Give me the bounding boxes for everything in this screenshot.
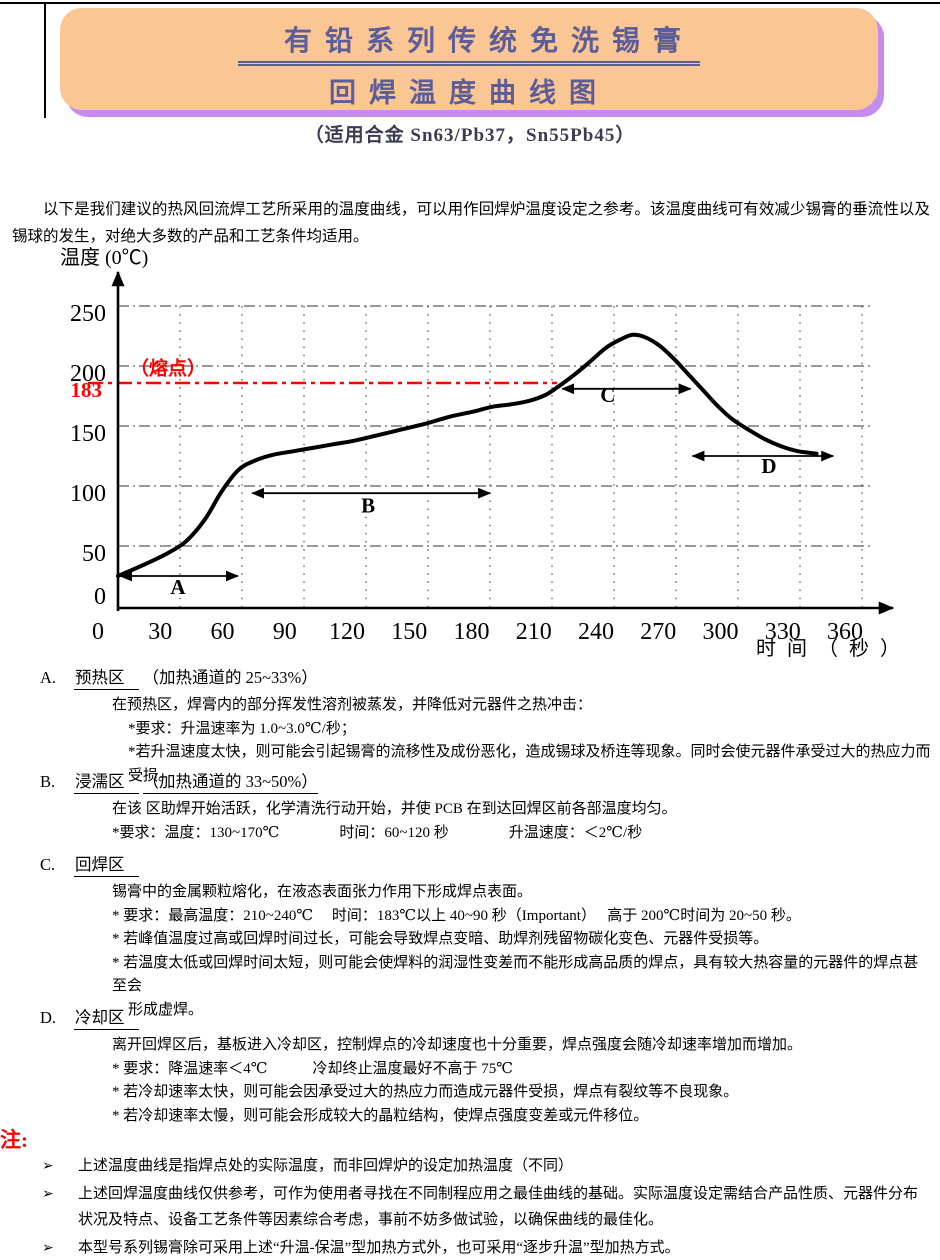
- x-tick-label: 60: [211, 619, 235, 645]
- melting-point-annotation: （熔点）: [130, 357, 206, 380]
- note-text: 本型号系列锡膏除可采用上述“升温-保温”型加热方式外，也可采用“逐步升温”型加热…: [78, 1240, 680, 1256]
- x-tick-label: 150: [391, 619, 427, 645]
- section-A-label: A.: [40, 668, 57, 687]
- section-A-suffix: （加热通道的 25~33%）: [142, 668, 318, 687]
- section-D-header: D. 冷却区: [0, 1004, 932, 1034]
- x-tick-label: 360: [827, 619, 863, 645]
- notes-label: 注:: [0, 1128, 28, 1152]
- note-text: 上述温度曲线是指焊点处的实际温度，而非回焊炉的设定加热温度（不同）: [78, 1158, 574, 1174]
- y-tick-label: 150: [70, 421, 106, 447]
- section-C-label: C.: [40, 855, 56, 874]
- y-tick-label: 100: [70, 481, 106, 507]
- section-C-body-line: 形成虚焊。: [128, 1001, 204, 1018]
- x-axis-title: 时 间 （ 秒 ）: [756, 637, 903, 660]
- x-tick-label: 30: [148, 619, 172, 645]
- section-B-header: B. 浸濡区 （加热通道的 33~50%）: [0, 768, 932, 798]
- title-underline-group: 有铅系列传统免洗锡膏: [237, 19, 701, 66]
- document-title-line1: 有铅系列传统免洗锡膏: [60, 19, 878, 66]
- section-C-body-line: 锡膏中的金属颗粒熔化，在液态表面张力作用下形成焊点表面。: [112, 884, 533, 900]
- section-A-body-line: *若升温速度太快，则可能会引起锡膏的流移性及成份恶化，造成锡球及桥连等现象。同时…: [128, 744, 931, 784]
- section-D-body-line: * 要求：降温速率＜4℃ 冷却终止温度最好不高于 75℃: [112, 1060, 514, 1077]
- section-D-label: D.: [40, 1008, 57, 1027]
- section-C-body-line: * 要求：最高温度：210~240℃ 时间：183℃以上 40~90 秒（Imp…: [112, 907, 801, 924]
- reflow-temperature-chart: A B C D 250 200 150 100 50 0 183 （熔点） 0 30 60 90 120 150 1…: [60, 246, 903, 660]
- title-banner: 有铅系列传统免洗锡膏 回焊温度曲线图: [60, 8, 878, 110]
- y-tick-label: 200: [70, 361, 106, 387]
- note-text: 上述回焊温度曲线仅供参考，可作为使用者寻找在不同制程应用之最佳曲线的基础。实际温…: [78, 1186, 919, 1228]
- x-tick-label: 300: [703, 619, 739, 645]
- note-bullet-arrow-icon: ➢: [42, 1186, 54, 1202]
- section-D-body-line: 离开回焊区后，基板进入冷却区，控制焊点的冷却速度也十分重要，焊点强度会随冷却速率…: [112, 1037, 803, 1053]
- section-A-body-line: 在预热区，焊膏内的部分挥发性溶剂被蒸发，并降低对元器件之热冲击：: [112, 697, 593, 713]
- alloy-subtitle: （适用合金 Sn63/Pb37，Sn55Pb45）: [304, 125, 636, 146]
- x-tick-label: 240: [578, 619, 614, 645]
- section-A-header: A. 预热区 （加热通道的 25~33%）: [0, 664, 932, 694]
- section-B-body-line: 在该 区助焊开始活跃，化学清洗行动开始，并使 PCB 在到达回焊区前各部温度均匀…: [112, 801, 677, 817]
- section-B: B. 浸濡区 （加热通道的 33~50%） 在该 区助焊开始活跃，化学清洗行动开始，…: [0, 768, 932, 845]
- x-tick-label: 330: [765, 619, 801, 645]
- section-C-header: C. 回焊区: [0, 851, 932, 881]
- section-A: A. 预热区 （加热通道的 25~33%） 在预热区，焊膏内的部分挥发性溶剂被蒸发，…: [0, 664, 932, 788]
- x-tick-label: 90: [273, 619, 297, 645]
- page-left-rule: [44, 2, 46, 118]
- section-C-lines: 锡膏中的金属颗粒熔化，在液态表面张力作用下形成焊点表面。 * 要求：最高温度：21…: [0, 881, 932, 1022]
- section-D-lines: 离开回焊区后，基板进入冷却区，控制焊点的冷却速度也十分重要，焊点强度会随冷却速率…: [0, 1034, 932, 1128]
- notes-section: 注: ➢ 上述温度曲线是指焊点处的实际温度，而非回焊炉的设定加热温度（不同） ➢ 上述…: [0, 1124, 932, 1260]
- x-tick-label: 0: [92, 619, 104, 645]
- page-top-rule: [0, 2, 940, 4]
- x-tick-label: 180: [454, 619, 490, 645]
- y-tick-label: 50: [82, 541, 106, 567]
- section-D: D. 冷却区 离开回焊区后，基板进入冷却区，控制焊点的冷却速度也十分重要，焊点强度…: [0, 1004, 932, 1128]
- zone-A-label: A: [170, 575, 186, 599]
- section-B-label: B.: [40, 772, 56, 791]
- zone-D-label: D: [761, 454, 776, 478]
- melting-point-value: 183: [71, 378, 103, 402]
- temperature-curve: [116, 332, 819, 578]
- note-bullet-arrow-icon: ➢: [42, 1240, 54, 1256]
- section-A-title: 预热区: [74, 668, 139, 690]
- document-title-line2: 回焊温度曲线图: [329, 78, 609, 108]
- y-axis-title: 温度 (0℃): [60, 246, 148, 269]
- section-C: C. 回焊区 锡膏中的金属颗粒熔化，在液态表面张力作用下形成焊点表面。 * 要求：最…: [0, 851, 932, 1022]
- intro-paragraph: 以下是我们建议的热风回流焊工艺所采用的温度曲线，可以用作回焊炉温度设定之参考。该…: [12, 201, 930, 245]
- note-item: ➢ 上述回焊温度曲线仅供参考，可作为使用者寻找在不同制程应用之最佳曲线的基础。实际…: [0, 1181, 932, 1233]
- notes-list: ➢ 上述温度曲线是指焊点处的实际温度，而非回焊炉的设定加热温度（不同） ➢ 上述回焊温…: [0, 1153, 932, 1260]
- section-B-body-line: *要求：温度：130~170℃ 时间：60~120 秒 升温速度：＜2℃/秒: [112, 824, 643, 841]
- section-B-title: 浸濡区: [74, 772, 139, 794]
- title-bold-part: 有铅: [283, 25, 366, 56]
- section-C-body-line: * 若峰值温度过高或回焊时间过长，可能会导致焊点变暗、助焊剂残留物碳化变色、元器…: [112, 931, 769, 947]
- section-D-body-line: * 若冷却速率太慢，则可能会形成较大的晶粒结构，使焊点强度变差或元件移位。: [112, 1107, 649, 1124]
- title-rest-part: 系列传统免洗锡膏: [366, 25, 695, 56]
- section-C-title: 回焊区: [74, 855, 139, 877]
- section-D-title: 冷却区: [74, 1008, 139, 1030]
- section-A-body-line: *要求：升温速率为 1.0~3.0℃/秒；: [128, 720, 356, 737]
- x-tick-label: 210: [516, 619, 552, 645]
- zone-C-label: C: [600, 383, 615, 407]
- note-item: ➢ 本型号系列锡膏除可采用上述“升温-保温”型加热方式外，也可采用“逐步升温”型加…: [0, 1235, 932, 1260]
- section-D-body-line: * 若冷却速率太快，则可能会因承受过大的热应力而造成元器件受损，焊点有裂纹等不良…: [112, 1084, 739, 1100]
- y-tick-label: 250: [70, 301, 106, 327]
- section-B-lines: 在该 区助焊开始活跃，化学清洗行动开始，并使 PCB 在到达回焊区前各部温度均匀…: [0, 798, 932, 845]
- y-tick-label: 0: [94, 584, 106, 610]
- zone-B-label: B: [361, 493, 375, 517]
- section-C-body-line: * 若温度太低或回焊时间太短，则可能会使焊料的润湿性变差而不能形成高品质的焊点，…: [112, 954, 919, 995]
- note-bullet-arrow-icon: ➢: [42, 1158, 54, 1174]
- section-B-suffix: （加热通道的 33~50%）: [142, 772, 318, 794]
- x-tick-label: 120: [329, 619, 365, 645]
- note-item: ➢ 上述温度曲线是指焊点处的实际温度，而非回焊炉的设定加热温度（不同）: [0, 1153, 932, 1179]
- x-tick-label: 270: [640, 619, 676, 645]
- section-A-lines: 在预热区，焊膏内的部分挥发性溶剂被蒸发，并降低对元器件之热冲击： *要求：升温速率…: [0, 694, 932, 788]
